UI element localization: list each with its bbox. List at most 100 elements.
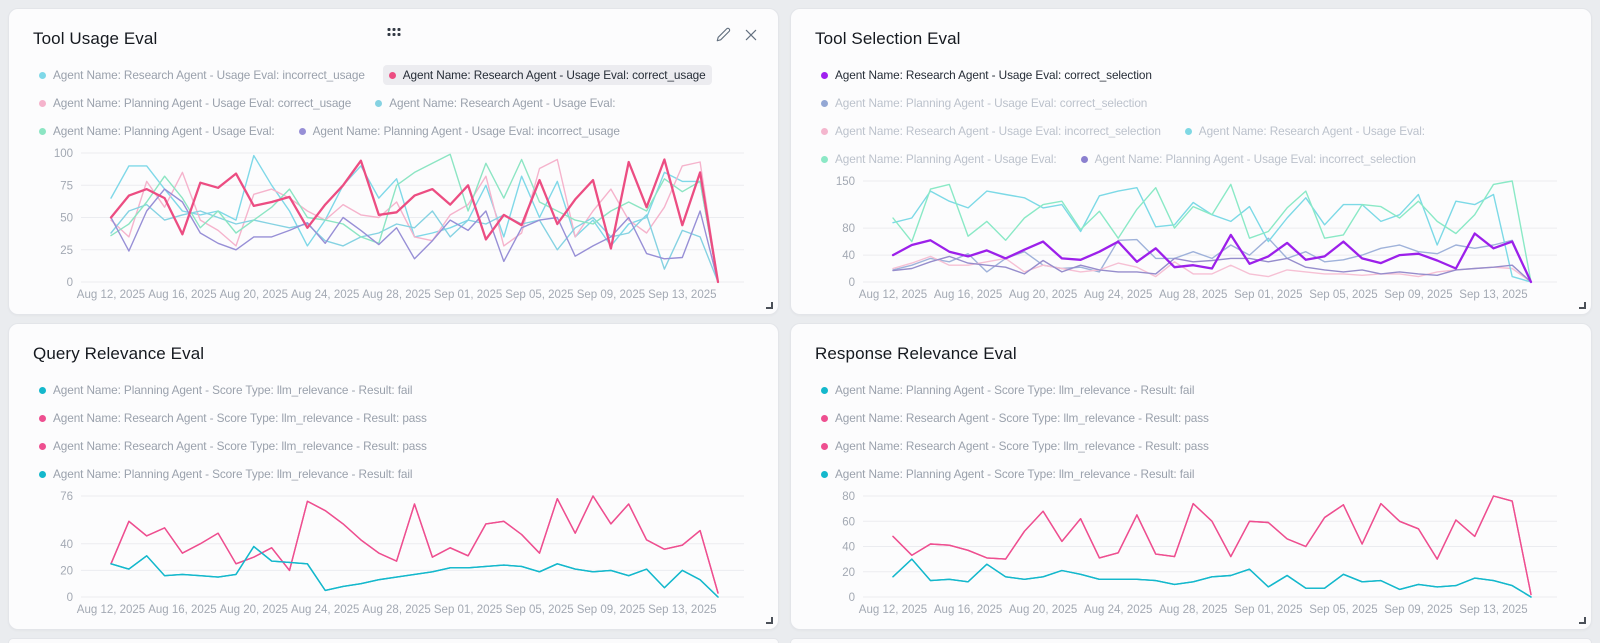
x-axis-label: Sep 01, 2025 [1234,604,1302,616]
legend-item[interactable]: Agent Name: Planning Agent - Usage Eval: [815,149,1063,169]
y-axis-label: 40 [842,250,855,262]
legend-item[interactable]: Agent Name: Research Agent - Score Type:… [33,408,433,428]
legend-row: Agent Name: Planning Agent - Usage Eval:… [33,121,754,141]
legend-label: Agent Name: Planning Agent - Usage Eval: [835,152,1057,166]
legend-row: Agent Name: Research Agent - Usage Eval:… [815,121,1567,141]
line-chart: 0 20 40 76 Aug 12, 2025 Aug 16, 2025 Aug 20, 2… [33,488,754,619]
legend-row: Agent Name: Planning Agent - Score Type:… [815,380,1567,400]
legend-label: Agent Name: Research Agent - Usage Eval:… [53,68,365,82]
series-line[interactable] [110,545,719,598]
legend-item[interactable]: Agent Name: Planning Agent - Score Type:… [33,380,418,400]
legend-item[interactable]: Agent Name: Research Agent - Usage Eval: [1179,121,1431,141]
drag-handle-icon[interactable] [387,28,400,36]
series-line[interactable] [892,180,1532,283]
legend-dot-icon [375,99,383,107]
x-axis-label: Sep 01, 2025 [434,604,502,616]
panel-title: Tool Selection Eval [815,29,961,48]
chart-legend: Agent Name: Planning Agent - Score Type:… [815,380,1567,484]
x-axis-label: Sep 09, 2025 [1384,604,1452,616]
series-line[interactable] [892,495,1532,596]
series-line[interactable] [110,158,719,283]
legend-item[interactable]: Agent Name: Planning Agent - Score Type:… [815,380,1200,400]
legend-label: Agent Name: Research Agent - Usage Eval:… [402,68,706,82]
legend-item[interactable]: Agent Name: Research Agent - Usage Eval: [369,93,621,113]
legend-dot-icon [821,155,828,163]
panel-tool-selection-eval: Tool Selection Eval Agent Name: Research… [790,8,1592,315]
chart-svg: 0 25 50 75 100 Aug 12, 2025 Aug 16, 2025 Aug 20… [54,148,744,301]
series-line[interactable] [110,188,719,283]
series-line[interactable] [110,545,719,598]
legend-dot-icon [39,442,46,450]
panel-title: Tool Usage Eval [33,29,158,48]
panel-query-relevance-eval: Query Relevance Eval Agent Name: Plannin… [8,323,779,630]
series-line[interactable] [109,158,720,284]
x-axis-label: Aug 12, 2025 [859,604,927,616]
line-chart: 0 20 40 60 80 Aug 12, 2025 Aug 16, 2025 Aug 20,… [815,488,1567,619]
series-line[interactable] [892,495,1532,596]
x-axis-label: Sep 05, 2025 [1309,604,1377,616]
edit-icon[interactable] [716,27,731,42]
y-axis-label: 20 [60,565,73,577]
legend-item[interactable]: Agent Name: Research Agent - Score Type:… [815,436,1215,456]
x-axis-label: Aug 24, 2025 [291,604,359,616]
series-line[interactable] [110,203,719,283]
legend-dot-icon [821,414,828,422]
chart-legend: Agent Name: Planning Agent - Score Type:… [33,380,754,484]
x-axis-label: Aug 12, 2025 [859,289,927,301]
legend-item[interactable]: Agent Name: Planning Agent - Score Type:… [815,464,1200,484]
legend-item[interactable]: Agent Name: Planning Agent - Usage Eval:… [1075,149,1422,169]
series-line[interactable] [110,495,719,594]
panel-tool-usage-eval: Tool Usage Eval Agent Name: Research Age… [8,8,779,315]
legend-item[interactable]: Agent Name: Planning Agent - Usage Eval:… [293,121,626,141]
x-axis-label: Aug 16, 2025 [148,604,216,616]
legend-item[interactable]: Agent Name: Research Agent - Score Type:… [815,408,1215,428]
legend-dot-icon [39,99,46,107]
legend-label: Agent Name: Planning Agent - Usage Eval: [53,124,275,138]
chart-svg: 0 20 40 76 Aug 12, 2025 Aug 16, 2025 Aug 20, 2… [60,491,744,616]
x-axis-label: Aug 24, 2025 [1084,604,1152,616]
series-line[interactable] [892,255,1532,283]
chart-legend: Agent Name: Research Agent - Usage Eval:… [815,65,1567,169]
legend-label: Agent Name: Research Agent - Usage Eval:… [835,68,1152,82]
legend-item[interactable]: Agent Name: Research Agent - Usage Eval:… [815,65,1158,85]
series-line[interactable] [892,558,1532,598]
legend-label: Agent Name: Research Agent - Score Type:… [835,411,1209,425]
legend-label: Agent Name: Planning Agent - Score Type:… [53,467,413,481]
close-icon[interactable] [744,28,758,42]
chart-svg: 0 20 40 60 80 Aug 12, 2025 Aug 16, 2025 Aug 20,… [842,491,1557,616]
series-line[interactable] [110,495,719,594]
legend-item[interactable]: Agent Name: Research Agent - Usage Eval:… [815,121,1167,141]
x-axis-label: Aug 28, 2025 [1159,604,1227,616]
x-axis-label: Sep 01, 2025 [434,289,502,301]
legend-item[interactable]: Agent Name: Planning Agent - Usage Eval: [33,121,281,141]
x-axis-label: Sep 09, 2025 [577,289,645,301]
legend-dot-icon [821,99,828,107]
legend-item[interactable]: Agent Name: Research Agent - Score Type:… [33,436,433,456]
legend-label: Agent Name: Research Agent - Usage Eval:… [835,124,1161,138]
series-line[interactable] [891,232,1533,284]
series-line[interactable] [892,237,1532,283]
legend-row: Agent Name: Planning Agent - Score Type:… [815,464,1567,484]
legend-item[interactable]: Agent Name: Planning Agent - Score Type:… [33,464,418,484]
resize-handle[interactable] [766,302,773,309]
resize-handle[interactable] [1579,617,1586,624]
x-axis-label: Aug 24, 2025 [1084,289,1152,301]
y-axis-label: 75 [60,180,73,192]
x-axis-label: Aug 20, 2025 [220,289,288,301]
legend-item[interactable]: Agent Name: Planning Agent - Usage Eval:… [33,93,357,113]
legend-row: Agent Name: Planning Agent - Score Type:… [33,464,754,484]
x-axis-label: Sep 09, 2025 [1384,289,1452,301]
resize-handle[interactable] [766,617,773,624]
legend-item[interactable]: Agent Name: Research Agent - Usage Eval:… [382,65,712,85]
series-line[interactable] [110,153,719,283]
legend-dot-icon [388,71,396,79]
legend-item[interactable]: Agent Name: Planning Agent - Usage Eval:… [815,93,1153,113]
y-axis-label: 76 [60,491,73,503]
y-axis-label: 150 [836,176,855,188]
legend-label: Agent Name: Planning Agent - Usage Eval:… [53,96,352,110]
y-axis-label: 20 [842,567,855,579]
resize-handle[interactable] [1579,302,1586,309]
legend-item[interactable]: Agent Name: Research Agent - Usage Eval:… [33,65,371,85]
y-axis-label: 50 [60,213,73,225]
